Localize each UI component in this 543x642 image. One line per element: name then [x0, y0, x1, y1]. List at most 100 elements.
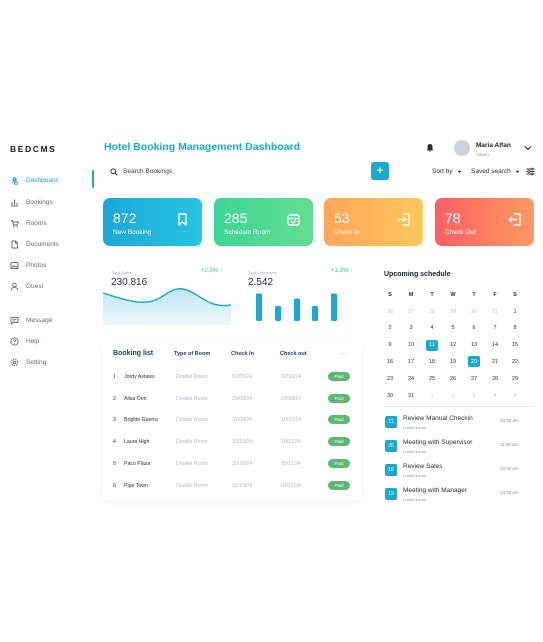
- calendar-day[interactable]: 2: [388, 325, 392, 332]
- calendar-day[interactable]: 25: [428, 375, 436, 382]
- card-schedule-room[interactable]: 285 Schedule Room: [214, 198, 313, 246]
- status-badge[interactable]: Paid: [328, 393, 350, 403]
- booking-list-panel: [103, 340, 361, 500]
- card-new-booking[interactable]: 872 New Booking: [103, 198, 202, 246]
- search-input[interactable]: Search Bookings: [123, 168, 173, 175]
- calendar-day[interactable]: 30: [386, 392, 394, 399]
- more-icon[interactable]: ···: [339, 349, 347, 358]
- event-title: Meeting with Manager: [403, 487, 467, 494]
- calendar-day[interactable]: 1: [430, 392, 434, 399]
- card-check-in[interactable]: 53 Check In: [324, 198, 423, 246]
- sidebar-item-photos[interactable]: Photos: [10, 258, 46, 272]
- status-badge[interactable]: Paid: [328, 437, 350, 447]
- sidebar-item-guest[interactable]: Guest: [10, 279, 43, 293]
- calendar-day[interactable]: 28: [428, 308, 436, 315]
- customers-value: 2.542: [248, 277, 274, 288]
- sales-area-chart: [103, 288, 231, 325]
- calendar-day[interactable]: 10: [407, 342, 415, 349]
- check-out-date: 02/10/24: [281, 374, 302, 380]
- calendar-day[interactable]: 12: [449, 342, 457, 349]
- calendar-day[interactable]: 6: [472, 325, 476, 332]
- calendar-day[interactable]: 29: [449, 308, 457, 315]
- row-number: 6: [113, 482, 116, 489]
- calendar-day[interactable]: 13: [470, 342, 478, 349]
- calendar-day[interactable]: 22: [511, 358, 519, 365]
- event-subtitle: Lorem ipsum: [403, 473, 427, 478]
- card-label: Check Out: [445, 229, 476, 236]
- guest-name: Laura High: [124, 439, 150, 446]
- calendar-day[interactable]: 26: [386, 308, 394, 315]
- cart-icon: [11, 219, 19, 227]
- calendar-day[interactable]: 4: [430, 325, 434, 332]
- weekday-label: W: [450, 291, 456, 298]
- calendar-day[interactable]: 3: [409, 325, 413, 332]
- calendar-day[interactable]: 14: [491, 342, 499, 349]
- room-type: Double Room: [176, 395, 208, 402]
- command-icon: [12, 176, 18, 185]
- event-day-badge: 16: [385, 464, 397, 476]
- status-badge[interactable]: Paid: [328, 415, 350, 425]
- sidebar-item-setting[interactable]: Setting: [10, 355, 46, 369]
- calendar-day[interactable]: 26: [449, 375, 457, 382]
- calendar-day[interactable]: 17: [407, 358, 415, 365]
- card-label: New Booking: [113, 229, 152, 236]
- calendar-day[interactable]: 28: [491, 375, 499, 382]
- calendar-day[interactable]: 18: [428, 358, 436, 365]
- calendar-day[interactable]: 19: [449, 358, 457, 365]
- check-in-date: 30/10/24: [232, 460, 253, 467]
- status-badge[interactable]: Paid: [328, 372, 350, 381]
- calendar-day[interactable]: 9: [388, 342, 392, 349]
- calendar-day[interactable]: 30: [470, 308, 478, 315]
- calendar-day[interactable]: 11: [426, 339, 438, 351]
- check-in-icon: [398, 213, 410, 226]
- sidebar-item-dashboard[interactable]: Dashboard: [10, 173, 58, 187]
- calendar-day[interactable]: 21: [491, 358, 499, 365]
- card-value: 285: [224, 210, 248, 226]
- card-check-out[interactable]: 78 Check Out: [435, 198, 534, 246]
- calendar-day[interactable]: 20: [468, 356, 480, 368]
- bell-icon[interactable]: [425, 143, 435, 153]
- calendar-day[interactable]: 24: [407, 375, 415, 382]
- sidebar-item-message[interactable]: Message: [10, 313, 52, 327]
- calendar-day[interactable]: 31: [407, 392, 415, 399]
- sidebar-item-rooms[interactable]: Rooms: [10, 216, 47, 230]
- calendar-day[interactable]: 31: [491, 308, 499, 315]
- calendar-day[interactable]: 27: [407, 308, 415, 315]
- weekday-label: M: [408, 291, 414, 298]
- event-time: 13:00 pm: [500, 490, 519, 495]
- calendar-day[interactable]: 23: [386, 375, 394, 382]
- add-button[interactable]: +: [371, 162, 389, 180]
- sales-line: [103, 288, 231, 307]
- calendar-day[interactable]: 5: [513, 392, 517, 399]
- calendar-day[interactable]: 15: [511, 342, 519, 349]
- chevron-down-icon[interactable]: [524, 145, 532, 151]
- calendar-day[interactable]: 5: [451, 325, 455, 332]
- avatar[interactable]: [454, 140, 470, 156]
- calendar-day[interactable]: 4: [493, 392, 497, 399]
- filter-icon[interactable]: [526, 167, 535, 176]
- calendar-day[interactable]: 7: [493, 325, 497, 332]
- calendar-day[interactable]: 27: [470, 375, 478, 382]
- sidebar-item-bookings[interactable]: Bookings: [10, 195, 53, 209]
- gear-icon: [10, 358, 19, 366]
- check-out-date: 05/11/24: [281, 460, 301, 467]
- weekday-label: S: [388, 291, 392, 298]
- status-badge[interactable]: Paid: [328, 480, 350, 490]
- sort-dropdown[interactable]: Sort by: [432, 168, 462, 175]
- calendar-day[interactable]: 29: [511, 375, 519, 382]
- user-name: Maria Alfan: [476, 142, 511, 149]
- sidebar-item-documents[interactable]: Documents: [10, 237, 59, 251]
- calendar-day[interactable]: 8: [513, 325, 517, 332]
- search-icon: [110, 168, 118, 176]
- customers-change-text: +1.3%: [331, 268, 349, 274]
- calendar-day[interactable]: 16: [386, 358, 394, 365]
- calendar-day[interactable]: 1: [513, 308, 517, 315]
- guest-name: Alisa Oon: [124, 395, 147, 402]
- sidebar-item-label: Photos: [26, 261, 47, 269]
- sidebar-item-help[interactable]: Help: [10, 334, 39, 348]
- saved-search-label: Saved search: [471, 168, 511, 175]
- status-badge[interactable]: Paid: [328, 458, 350, 468]
- calendar-day[interactable]: 3: [472, 392, 476, 399]
- calendar-day[interactable]: 2: [451, 392, 455, 399]
- saved-search-dropdown[interactable]: Saved search: [471, 168, 520, 175]
